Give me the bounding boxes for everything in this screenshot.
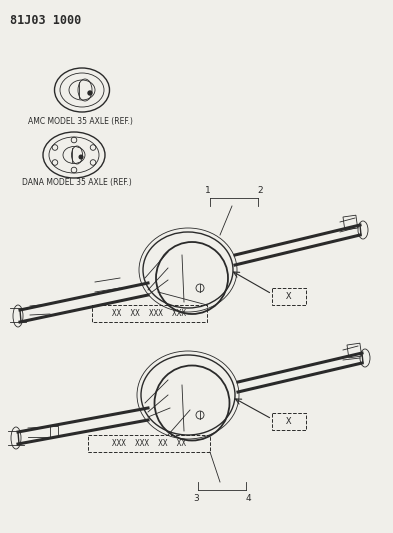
Text: 4: 4 [245, 494, 251, 503]
Text: AMC MODEL 35 AXLE (REF.): AMC MODEL 35 AXLE (REF.) [28, 117, 133, 126]
Circle shape [79, 155, 83, 159]
Text: 1: 1 [205, 186, 211, 195]
Bar [88, 435, 210, 452]
Bar [272, 413, 306, 430]
Text: 81J03 1000: 81J03 1000 [10, 14, 81, 27]
Text: 3: 3 [193, 494, 199, 503]
Text: X: X [286, 292, 292, 301]
Text: XXX  XXX  XX  XX: XXX XXX XX XX [112, 439, 186, 448]
Text: XX  XX  XXX  XXX: XX XX XXX XXX [112, 309, 186, 318]
Bar [272, 288, 306, 305]
Bar [343, 215, 358, 230]
Text: DANA MODEL 35 AXLE (REF.): DANA MODEL 35 AXLE (REF.) [22, 178, 132, 187]
Bar [50, 426, 58, 437]
Bar [347, 343, 362, 358]
Text: X: X [286, 417, 292, 426]
Circle shape [88, 91, 92, 95]
Text: 2: 2 [257, 186, 263, 195]
Bar [92, 305, 207, 322]
